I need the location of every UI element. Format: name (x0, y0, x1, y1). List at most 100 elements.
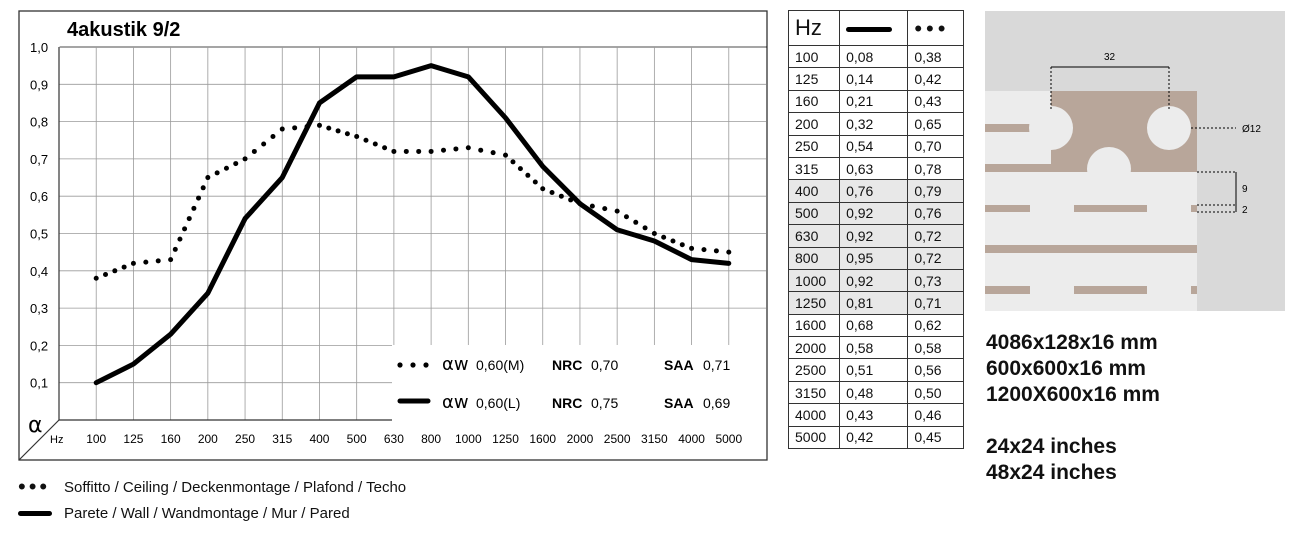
legend-item-wall: Parete / Wall / Wandmontage / Mur / Pare… (18, 500, 406, 526)
series-dot-ceiling (223, 165, 229, 171)
series-dot-ceiling (391, 148, 397, 154)
series-dot-ceiling (261, 141, 267, 147)
series-dot-ceiling (453, 146, 459, 152)
series-dot-ceiling (689, 245, 695, 251)
table-cell-hz: 315 (787, 156, 841, 181)
x-tick-label: 250 (235, 432, 255, 446)
series-dot-ceiling (196, 195, 202, 201)
table-cell-wall: 0,92 (839, 201, 909, 226)
series-dot-ceiling (103, 272, 109, 278)
y-tick-labels: 1,0 0,9 0,8 0,7 0,6 0,5 0,4 0,3 0,2 0,1 (30, 40, 48, 391)
table-cell-wall: 0,63 (839, 156, 909, 181)
x-tick-label: 5000 (715, 432, 742, 446)
nrc-label: NRC (552, 357, 582, 373)
series-dot-ceiling (517, 166, 523, 172)
x-tick-label: 100 (86, 432, 106, 446)
table-row: 125 0,14 0,42 (787, 67, 964, 91)
series-dot-ceiling (112, 268, 118, 274)
series-dot-ceiling (465, 145, 471, 151)
series-dot-ceiling (200, 185, 206, 191)
dimension-metric: 600x600x16 mm (986, 357, 1146, 380)
table-cell-hz: 1250 (787, 291, 841, 315)
table-row: 2500 0,51 0,56 (787, 358, 964, 382)
series-dot-ceiling (623, 214, 629, 220)
series-dot-ceiling (316, 122, 322, 128)
table-cell-hz: 400 (787, 179, 841, 203)
series-dot-ceiling (441, 147, 447, 153)
table-cell-wall: 0,08 (839, 44, 909, 69)
series-dot-ceiling (490, 150, 496, 156)
series-dot-ceiling (304, 124, 310, 130)
dimension-imperial: 24x24 inches (986, 435, 1117, 458)
table-cell-ceiling: 0,43 (907, 89, 964, 114)
x-tick-labels: 100 125 160 200 250 315 400 500 630 800 1000 1250 16… (86, 432, 742, 446)
legend-dot-swatch (410, 362, 416, 368)
series-dot-ceiling (93, 275, 99, 281)
table-cell-hz: 200 (787, 112, 841, 136)
series-dot-ceiling (416, 148, 422, 154)
strip-gap (1147, 205, 1191, 212)
series-dot-ceiling (614, 208, 620, 214)
table-cell-hz: 630 (787, 224, 841, 248)
table-cell-ceiling: 0,38 (907, 44, 964, 69)
table-row: 1000 0,92 0,73 (787, 268, 964, 293)
table-row: 4000 0,43 0,46 (787, 403, 964, 427)
perforation-hole (1029, 106, 1073, 150)
table-cell-wall: 0,95 (839, 246, 909, 270)
table-header-wall (839, 10, 909, 46)
series-dot-ceiling (205, 175, 211, 181)
series-dot-ceiling (403, 148, 409, 154)
table-cell-hz: 100 (787, 44, 841, 69)
series-dot-ceiling (251, 148, 257, 154)
perforation-hole (1147, 106, 1191, 150)
table-row: 630 0,92 0,72 (787, 224, 964, 248)
y-tick-label: 0,8 (30, 115, 48, 130)
table-cell-ceiling: 0,42 (907, 67, 964, 91)
series-dot-ceiling (121, 264, 127, 270)
alpha-w-value: 0,60(L) (476, 395, 520, 411)
series-dot-ceiling (713, 248, 719, 254)
table-header-hz: Hz (787, 10, 841, 46)
table-row: 400 0,76 0,79 (787, 179, 964, 203)
table-cell-ceiling: 0,65 (907, 112, 964, 136)
table-cell-ceiling: 0,70 (907, 134, 964, 158)
slat (985, 294, 1197, 311)
series-dot-ceiling (143, 259, 149, 265)
series-dot-ceiling (633, 219, 639, 225)
series-dot-ceiling (602, 206, 608, 212)
series-dot-ceiling (214, 170, 220, 176)
legend-label-wall: Parete / Wall / Wandmontage / Mur / Pare… (64, 504, 350, 522)
table-cell-hz: 1600 (787, 313, 841, 338)
table-cell-wall: 0,54 (839, 134, 909, 158)
table-cell-ceiling: 0,73 (907, 268, 964, 293)
dotted-line-swatch: ••• (18, 474, 51, 499)
saa-value: 0,71 (703, 357, 730, 373)
series-dot-ceiling (558, 193, 564, 199)
inset-legend-dotted-row: αw 0,60(M) NRC 0,70 SAA 0,71 (397, 354, 730, 375)
x-tick-label: 800 (421, 432, 441, 446)
x-tick-label: 3150 (641, 432, 668, 446)
strip-gap (1147, 286, 1191, 294)
saa-label: SAA (664, 357, 694, 373)
series-dot-ceiling (642, 225, 648, 231)
series-dot-ceiling (279, 126, 285, 132)
dim-width-label: 9 (1242, 184, 1248, 195)
nrc-value: 0,75 (591, 395, 618, 411)
table-header-ceiling: ••• (907, 10, 964, 46)
table-cell-hz: 3150 (787, 380, 841, 405)
table-row: 2000 0,58 0,58 (787, 336, 964, 360)
series-dot-ceiling (532, 179, 538, 185)
table-row: 500 0,92 0,76 (787, 201, 964, 226)
table-cell-ceiling: 0,71 (907, 291, 964, 315)
axis-corner-diagonal (18, 419, 60, 461)
saa-value: 0,69 (703, 395, 730, 411)
series-dot-ceiling (344, 131, 350, 137)
series-dot-ceiling (326, 125, 332, 131)
table-cell-ceiling: 0,46 (907, 403, 964, 427)
dimension-metric: 4086x128x16 mm (986, 331, 1158, 354)
alpha-w-label: αw (442, 392, 469, 413)
nrc-label: NRC (552, 395, 582, 411)
table-cell-wall: 0,81 (839, 291, 909, 315)
series-dot-ceiling (525, 172, 531, 178)
x-tick-label: 400 (309, 432, 329, 446)
